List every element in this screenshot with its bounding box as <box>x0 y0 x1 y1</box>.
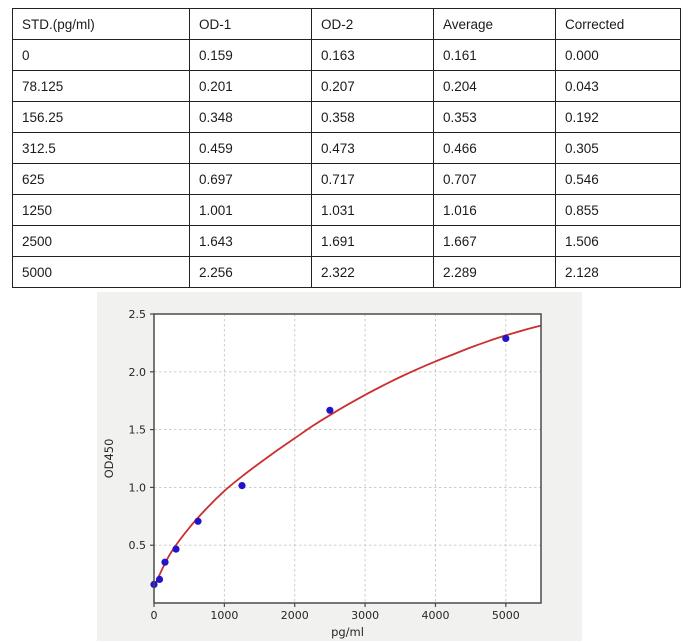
standards-table: STD.(pg/ml) OD-1 OD-2 Average Corrected 0 0.1… <box>12 8 681 288</box>
table-cell: 0.305 <box>555 132 681 164</box>
table-row: 1250 1.001 1.031 1.016 0.855 <box>12 194 681 226</box>
table-cell: 1.016 <box>433 194 556 226</box>
y-tick-label: 2.5 <box>129 308 147 321</box>
data-point <box>172 545 180 553</box>
x-tick-label: 0 <box>151 609 158 622</box>
fit-curve <box>153 324 542 589</box>
table-cell: 1.643 <box>189 225 312 257</box>
table-cell: 0.353 <box>433 101 556 133</box>
x-tick-label: 2000 <box>281 609 309 622</box>
y-tick-label: 1.0 <box>129 481 147 494</box>
plot-border <box>153 313 542 604</box>
table-cell: 1.001 <box>189 194 312 226</box>
table-row: 2500 1.643 1.691 1.667 1.506 <box>12 225 681 257</box>
x-axis-label: pg/ml <box>331 625 364 639</box>
table-cell: 2.256 <box>189 256 312 288</box>
table-row: 625 0.697 0.717 0.707 0.546 <box>12 163 681 195</box>
table-cell: 5000 <box>12 256 190 288</box>
table-cell: 0.000 <box>555 39 681 71</box>
column-header: STD.(pg/ml) <box>12 8 190 40</box>
table-cell: 2500 <box>12 225 190 257</box>
table-cell: 0.201 <box>189 70 312 102</box>
table-row: 78.125 0.201 0.207 0.204 0.043 <box>12 70 681 102</box>
table-cell: 0.466 <box>433 132 556 164</box>
table-cell: 0.546 <box>555 163 681 195</box>
table-cell: 1.031 <box>311 194 434 226</box>
table-cell: 0.204 <box>433 70 556 102</box>
table-cell: 2.128 <box>555 256 681 288</box>
column-header: OD-2 <box>311 8 434 40</box>
plot-area <box>154 314 541 603</box>
column-header: Average <box>433 8 556 40</box>
table-cell: 1250 <box>12 194 190 226</box>
data-point <box>194 517 202 525</box>
standards-table-body: 0 0.159 0.163 0.161 0.000 78.125 0.201 0.207 0.2… <box>12 39 681 288</box>
y-tick-label: 0.5 <box>129 539 147 552</box>
table-cell: 2.322 <box>311 256 434 288</box>
standard-curve-figure: 0 1000 2000 3000 4000 5000 0.5 1.0 1.5 2.0 2.5 pg/m… <box>97 292 582 641</box>
data-point <box>502 334 510 342</box>
table-header-row: STD.(pg/ml) OD-1 OD-2 Average Corrected <box>12 8 681 40</box>
table-cell: 0 <box>12 39 190 71</box>
table-cell: 156.25 <box>12 101 190 133</box>
x-tick-label: 1000 <box>210 609 238 622</box>
data-point <box>161 558 169 566</box>
table-cell: 0.459 <box>189 132 312 164</box>
y-axis-label: OD450 <box>102 439 116 479</box>
x-tick-label: 4000 <box>421 609 449 622</box>
data-point <box>326 406 334 414</box>
table-cell: 0.707 <box>433 163 556 195</box>
table-cell: 78.125 <box>12 70 190 102</box>
table-cell: 2.289 <box>433 256 556 288</box>
data-point <box>155 575 164 583</box>
table-cell: 0.697 <box>189 163 312 195</box>
x-tick-label: 5000 <box>492 609 520 622</box>
data-point <box>238 482 246 490</box>
table-cell: 0.855 <box>555 194 681 226</box>
table-cell: 1.667 <box>433 225 556 257</box>
table-cell: 0.161 <box>433 39 556 71</box>
table-cell: 0.043 <box>555 70 681 102</box>
y-tick-label: 1.5 <box>129 424 147 437</box>
table-cell: 0.207 <box>311 70 434 102</box>
table-cell: 1.506 <box>555 225 681 257</box>
table-cell: 0.717 <box>311 163 434 195</box>
table-row: 0 0.159 0.163 0.161 0.000 <box>12 39 681 71</box>
table-cell: 0.348 <box>189 101 312 133</box>
table-cell: 0.163 <box>311 39 434 71</box>
table-row: 156.25 0.348 0.358 0.353 0.192 <box>12 101 681 133</box>
table-cell: 312.5 <box>12 132 190 164</box>
table-cell: 1.691 <box>311 225 434 257</box>
table-cell: 0.358 <box>311 101 434 133</box>
column-header: Corrected <box>555 8 681 40</box>
table-cell: 0.473 <box>311 132 434 164</box>
table-cell: 0.192 <box>555 101 681 133</box>
table-cell: 625 <box>12 163 190 195</box>
table-cell: 0.159 <box>189 39 312 71</box>
column-header: OD-1 <box>189 8 312 40</box>
standard-curve-chart: 0 1000 2000 3000 4000 5000 0.5 1.0 1.5 2.0 2.5 pg/m… <box>102 308 542 639</box>
x-tick-label: 3000 <box>351 609 379 622</box>
y-tick-label: 2.0 <box>129 366 147 379</box>
table-row: 312.5 0.459 0.473 0.466 0.305 <box>12 132 681 164</box>
table-row: 5000 2.256 2.322 2.289 2.128 <box>12 256 681 288</box>
